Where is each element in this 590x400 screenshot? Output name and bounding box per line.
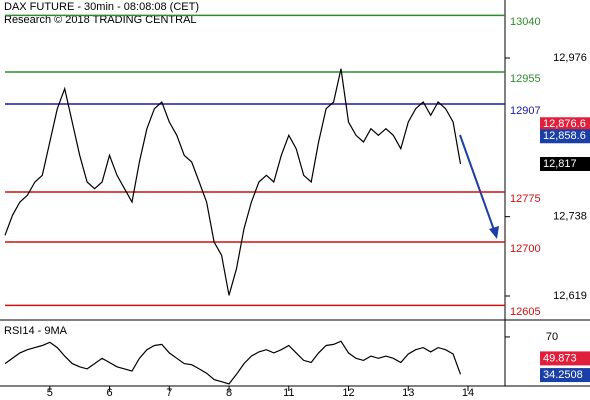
y-tick-label: 12,619 [553,290,587,302]
x-tick-label: 14 [462,387,474,399]
rsi-title: RSI14 - 9MA [4,325,68,337]
price-tag [540,117,590,132]
x-tick-label: 12 [342,387,354,399]
rsi-tick-label: 70 [546,331,558,343]
y-tick-label: 12,976 [553,52,587,64]
price-tag [540,157,590,171]
x-tick-label: 13 [402,387,414,399]
price-line [4,68,462,296]
y-tick-label: 12,738 [553,211,587,223]
price-tag-label: 12,876.6 [543,118,586,130]
chart-subtitle: Research © 2018 TRADING CENTRAL [4,14,197,26]
price-tag [540,351,590,366]
price-tag [540,129,590,144]
level-label: 12700 [510,243,541,255]
x-tick-label: 11 [283,387,294,399]
chart-title: DAX FUTURE - 30min - 08:08:08 (CET) [4,1,199,13]
level-label: 12605 [510,306,541,318]
price-tag-label: 12,817 [543,158,577,170]
level-label: 13040 [510,16,541,28]
level-label: 12955 [510,73,541,85]
forecast-arrow [459,134,495,231]
rsi-line [4,340,462,385]
x-tick-label: 8 [226,387,232,399]
price-tag-label: 34.2508 [543,369,583,381]
price-tag-label: 12,858.6 [543,130,586,142]
level-label: 12907 [510,105,541,117]
arrow-head [489,226,499,239]
price-tag-label: 49.873 [543,352,577,364]
x-tick-label: 7 [166,387,172,399]
level-label: 12775 [510,193,541,205]
x-tick-label: 5 [47,387,53,399]
price-tag [540,368,590,383]
x-tick-label: 6 [106,387,112,399]
